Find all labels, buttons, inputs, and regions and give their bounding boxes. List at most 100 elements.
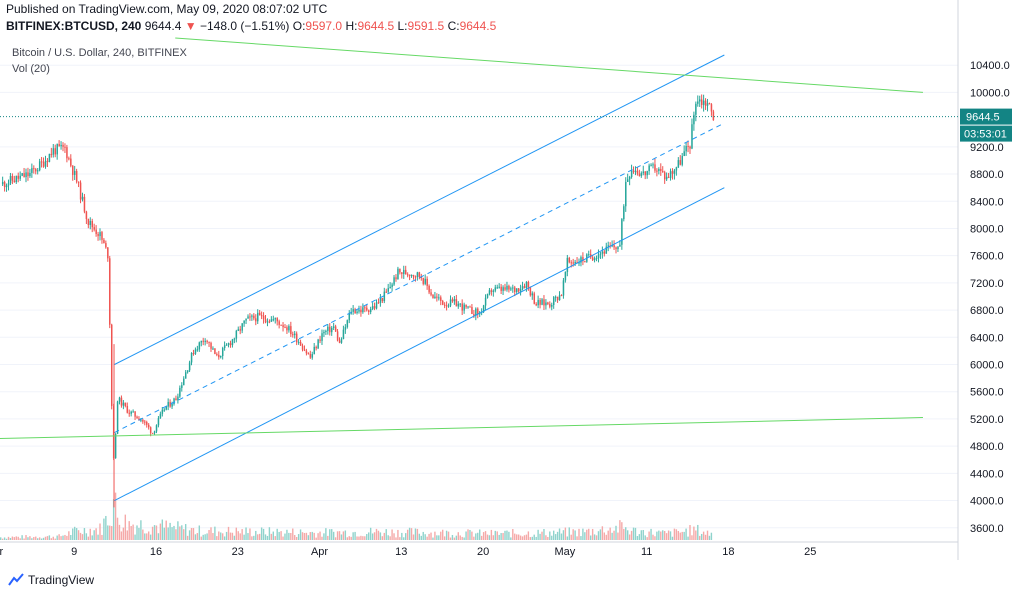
volume-bar — [408, 527, 411, 540]
candle-body — [58, 144, 60, 147]
volume-bar — [710, 532, 713, 540]
candle-body — [449, 299, 452, 306]
volume-bar — [504, 530, 506, 540]
volume-bar — [159, 523, 162, 540]
candle-body — [208, 341, 210, 343]
candle-body — [138, 418, 140, 421]
x-tick-label: 11 — [641, 546, 652, 558]
low-label: L: — [397, 19, 408, 33]
candle-body — [496, 287, 499, 289]
volume-bar — [521, 536, 524, 540]
volume-bar — [95, 528, 97, 540]
volume-bar — [73, 526, 76, 540]
candle-body — [486, 293, 489, 298]
candle-body — [72, 165, 74, 175]
candle-body — [200, 340, 203, 343]
volume-bar — [554, 534, 557, 540]
symbol-label: BITFINEX:BTCUSD, 240 — [6, 19, 142, 33]
volume-bar — [116, 517, 119, 540]
candle-body — [198, 342, 201, 350]
volume-bar — [266, 535, 269, 540]
candle-body — [126, 405, 129, 413]
candle-body — [227, 343, 230, 345]
candle-body — [221, 348, 224, 356]
volume-bar — [323, 533, 325, 540]
volume-bar — [151, 526, 154, 540]
volume-bar — [25, 535, 27, 540]
volume-bar — [218, 531, 220, 540]
candle-body — [539, 299, 541, 305]
tradingview-logo[interactable]: TradingView — [8, 573, 94, 587]
volume-bar — [208, 529, 210, 540]
down-arrow-icon: ▼ — [184, 19, 197, 33]
volume-bar — [247, 533, 249, 540]
countdown-tag — [960, 125, 1012, 142]
volume-bar — [68, 531, 70, 540]
volume-bar — [399, 537, 401, 540]
candle-body — [457, 303, 460, 307]
volume-bar — [630, 530, 633, 540]
volume-bar — [704, 534, 707, 540]
candle-body — [391, 284, 393, 287]
volume-bar — [97, 534, 99, 540]
volume-bar — [225, 531, 228, 540]
volume-bar — [13, 537, 16, 540]
volume-bar — [486, 534, 489, 540]
volume-bar — [56, 535, 58, 540]
volume-bar — [27, 537, 29, 540]
channel-upper — [114, 54, 725, 365]
candle-body — [626, 179, 629, 182]
candle-body — [447, 305, 450, 307]
volume-bar — [697, 524, 699, 540]
volume-bar — [305, 532, 308, 540]
volume-bar — [373, 532, 376, 540]
volume-bar — [642, 529, 644, 540]
volume-bar — [301, 532, 304, 540]
volume-bar — [128, 521, 130, 540]
volume-bar — [601, 526, 604, 540]
candle-body — [556, 296, 559, 301]
trendline-upper — [175, 37, 923, 93]
volume-bar — [533, 534, 535, 540]
candle-body — [266, 321, 269, 323]
volume-bar — [455, 535, 458, 540]
volume-bar — [338, 531, 341, 540]
candle-body — [510, 288, 512, 290]
candle-body — [541, 299, 543, 305]
candle-body — [603, 251, 606, 254]
candle-body — [206, 340, 208, 342]
candle-body — [147, 424, 150, 428]
trendline-lower — [0, 417, 923, 440]
candle-body — [184, 372, 187, 379]
candle-body — [342, 329, 345, 340]
channel-middle — [114, 122, 725, 433]
volume-bar — [227, 526, 230, 540]
volume-bar — [584, 532, 586, 540]
volume-bar — [403, 537, 405, 540]
x-tick-label: 20 — [477, 546, 489, 558]
candle-body — [311, 354, 314, 358]
candle-body — [360, 309, 362, 313]
candle-body — [494, 287, 497, 291]
volume-bar — [438, 535, 440, 540]
volume-bar — [307, 535, 310, 540]
candle-body — [389, 286, 391, 289]
candle-body — [521, 286, 524, 290]
candle-body — [48, 153, 51, 162]
volume-bar — [264, 534, 267, 540]
candle-body — [151, 432, 154, 434]
candle-body — [613, 245, 615, 248]
candle-body — [274, 318, 277, 320]
volume-bar — [29, 536, 31, 540]
y-tick-label: 4400.0 — [970, 468, 1004, 480]
volume-bar — [35, 536, 37, 540]
volume-bar — [38, 537, 41, 540]
y-tick-label: 3600.0 — [970, 523, 1004, 535]
candle-body — [247, 316, 249, 319]
volume-bar — [636, 536, 639, 540]
candle-body — [157, 418, 160, 426]
volume-bar — [527, 531, 530, 540]
candle-body — [153, 431, 156, 434]
volume-bar — [611, 532, 613, 540]
